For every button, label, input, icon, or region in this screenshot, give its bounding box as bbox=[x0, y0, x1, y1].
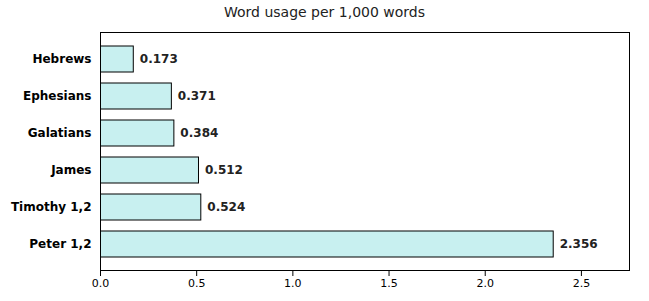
svg-text:0.5: 0.5 bbox=[188, 277, 206, 290]
svg-text:Hebrews: Hebrews bbox=[32, 52, 91, 66]
svg-text:1.5: 1.5 bbox=[380, 277, 398, 290]
svg-text:James: James bbox=[50, 163, 91, 177]
svg-text:0.512: 0.512 bbox=[205, 163, 243, 177]
html-text:Word usage per 1,000 words: Word usage per 1,000 words bbox=[224, 4, 425, 20]
svg-text:Galatians: Galatians bbox=[28, 126, 92, 140]
svg-text:0.173: 0.173 bbox=[140, 52, 178, 66]
svg-text:Peter 1,2: Peter 1,2 bbox=[29, 237, 91, 251]
svg-text:2.5: 2.5 bbox=[573, 277, 591, 290]
svg-text:1.0: 1.0 bbox=[284, 277, 302, 290]
svg-text:0.384: 0.384 bbox=[180, 126, 218, 140]
svg-text:0.524: 0.524 bbox=[207, 200, 245, 214]
svg-text:Timothy 1,2: Timothy 1,2 bbox=[11, 200, 92, 214]
svg-text:0.371: 0.371 bbox=[178, 89, 216, 103]
svg-text:0.0: 0.0 bbox=[92, 277, 110, 290]
svg-text:Ephesians: Ephesians bbox=[23, 89, 92, 103]
svg-text:2.0: 2.0 bbox=[476, 277, 494, 290]
svg-text:2.356: 2.356 bbox=[560, 237, 598, 251]
